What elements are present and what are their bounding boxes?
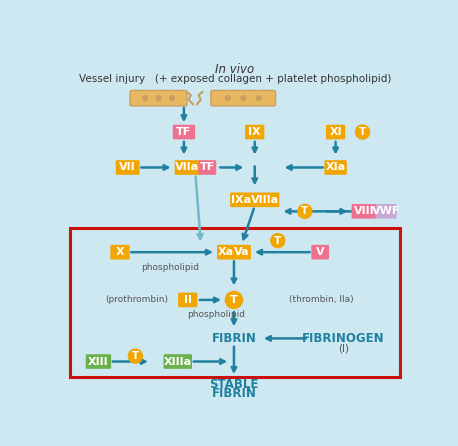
FancyBboxPatch shape: [178, 293, 197, 307]
FancyBboxPatch shape: [110, 245, 130, 260]
Circle shape: [128, 348, 143, 364]
Text: T: T: [274, 235, 282, 246]
FancyBboxPatch shape: [174, 160, 200, 175]
Circle shape: [225, 291, 243, 309]
Text: T: T: [359, 127, 366, 137]
FancyBboxPatch shape: [198, 160, 216, 175]
Text: TF: TF: [176, 127, 191, 137]
Text: STABLE: STABLE: [209, 378, 259, 391]
Text: T: T: [132, 351, 139, 361]
Text: In vivo: In vivo: [215, 63, 254, 76]
Text: T: T: [301, 206, 308, 216]
Text: phospholipid: phospholipid: [141, 263, 199, 272]
FancyBboxPatch shape: [352, 204, 377, 219]
Circle shape: [297, 204, 312, 219]
FancyBboxPatch shape: [376, 204, 397, 219]
FancyBboxPatch shape: [173, 125, 195, 139]
Circle shape: [225, 95, 231, 101]
Circle shape: [142, 95, 148, 101]
FancyBboxPatch shape: [116, 160, 140, 175]
FancyBboxPatch shape: [86, 354, 111, 369]
Text: Va: Va: [234, 247, 250, 257]
Text: XIa: XIa: [326, 162, 346, 173]
Text: V: V: [316, 247, 325, 257]
Text: XI: XI: [329, 127, 342, 137]
Text: FIBRIN: FIBRIN: [212, 332, 256, 345]
Circle shape: [169, 95, 175, 101]
FancyBboxPatch shape: [326, 125, 345, 139]
Text: (prothrombin): (prothrombin): [105, 295, 169, 305]
Circle shape: [155, 95, 162, 101]
Text: II: II: [184, 295, 192, 305]
Text: TF: TF: [200, 162, 215, 173]
Text: FIBRINOGEN: FIBRINOGEN: [302, 332, 385, 345]
Text: Vessel injury   (+ exposed collagen + platelet phospholipid): Vessel injury (+ exposed collagen + plat…: [78, 74, 391, 83]
Text: VIIa: VIIa: [175, 162, 199, 173]
FancyBboxPatch shape: [233, 245, 251, 260]
Text: IX: IX: [248, 127, 261, 137]
Text: VWF: VWF: [372, 206, 400, 216]
Text: XIII: XIII: [88, 356, 109, 367]
FancyBboxPatch shape: [217, 245, 235, 260]
Circle shape: [355, 124, 370, 140]
FancyBboxPatch shape: [324, 160, 347, 175]
Text: X: X: [116, 247, 124, 257]
Text: VIII: VIII: [354, 206, 375, 216]
Text: VIIIa: VIIIa: [251, 195, 278, 205]
FancyBboxPatch shape: [250, 193, 279, 207]
FancyBboxPatch shape: [211, 91, 276, 106]
Circle shape: [256, 95, 262, 101]
Text: IXa: IXa: [231, 195, 251, 205]
Text: Xa: Xa: [218, 247, 234, 257]
FancyBboxPatch shape: [245, 125, 264, 139]
Circle shape: [240, 95, 246, 101]
Text: FIBRIN: FIBRIN: [212, 387, 256, 400]
Circle shape: [270, 233, 285, 248]
Text: phospholipid: phospholipid: [187, 310, 245, 319]
Text: VII: VII: [120, 162, 136, 173]
FancyBboxPatch shape: [230, 193, 251, 207]
FancyBboxPatch shape: [164, 354, 192, 369]
Text: (thrombin, IIa): (thrombin, IIa): [289, 295, 354, 305]
FancyBboxPatch shape: [130, 91, 187, 106]
Text: T: T: [230, 295, 238, 305]
FancyBboxPatch shape: [311, 245, 329, 260]
Text: (I): (I): [338, 343, 349, 353]
Text: XIIIa: XIIIa: [164, 356, 192, 367]
